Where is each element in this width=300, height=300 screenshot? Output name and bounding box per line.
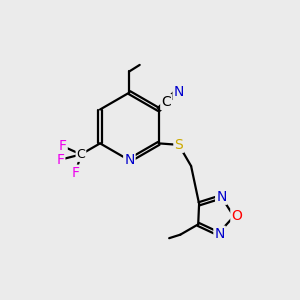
Text: F: F [59,139,67,153]
Text: O: O [231,209,242,224]
Text: C: C [76,148,85,161]
Text: C: C [161,95,171,109]
Text: N: N [214,226,225,241]
Text: N: N [124,153,135,167]
Text: F: F [56,153,64,167]
Text: F: F [72,166,80,180]
Text: N: N [216,190,226,204]
Text: S: S [174,138,183,152]
Text: N: N [174,85,184,99]
